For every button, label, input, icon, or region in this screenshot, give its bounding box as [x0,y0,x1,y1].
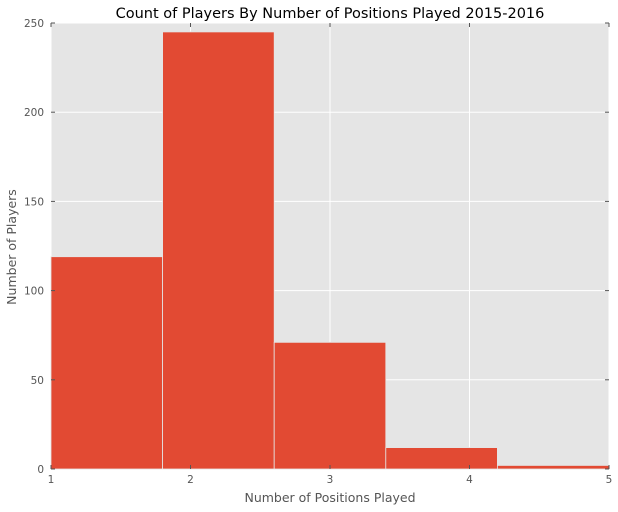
histogram-bar [50,256,163,470]
histogram-bar [385,447,498,470]
y-axis-label: Number of Players [4,189,19,305]
x-tick-label: 5 [606,474,613,486]
histogram-bar [496,465,610,470]
histogram-bar [162,31,275,470]
y-tick-label: 50 [31,375,44,387]
x-tick-labels: 1 2 3 4 5 [48,474,613,486]
y-tick-labels: 0 50 100 150 200 250 [24,18,44,476]
x-tick-label: 1 [48,474,55,486]
histogram-bar [273,341,387,470]
y-tick-label: 150 [24,196,44,208]
y-tick-label: 250 [24,18,44,30]
x-tick-label: 2 [187,474,194,486]
x-tick-label: 3 [327,474,334,486]
bars [50,31,610,470]
y-tick-label: 200 [24,107,44,119]
chart-title: Count of Players By Number of Positions … [116,6,545,22]
y-tick-label: 0 [37,464,44,476]
y-tick-label: 100 [24,286,44,298]
tick-marks [50,22,610,470]
x-tick-label: 4 [466,474,473,486]
x-axis-label: Number of Positions Played [244,490,415,505]
